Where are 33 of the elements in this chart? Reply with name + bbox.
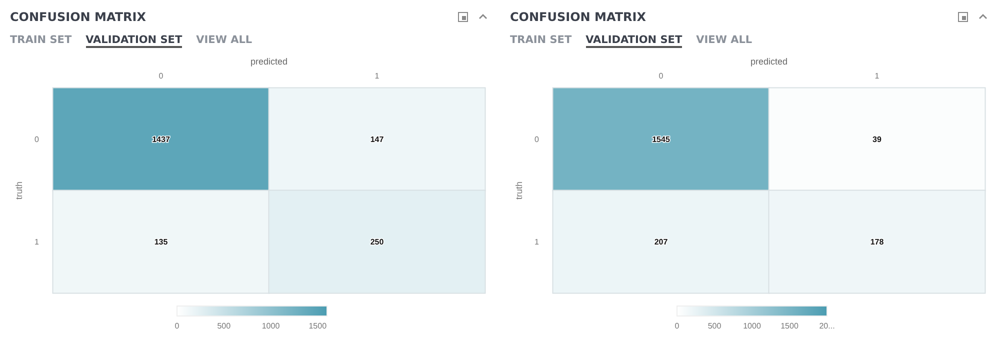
text: TRAIN SET bbox=[510, 34, 572, 46]
color-bar-label: 20... bbox=[819, 322, 835, 330]
color-bar-label: 500 bbox=[708, 322, 722, 330]
data-label: 250 bbox=[370, 237, 384, 246]
data-label: 135 bbox=[154, 237, 168, 246]
text: VIEW ALL bbox=[196, 34, 252, 46]
x-axis-title: predicted bbox=[750, 56, 788, 66]
text: VALIDATION SET bbox=[586, 34, 682, 48]
x-tick-label: 1 bbox=[874, 72, 880, 80]
x-tick-label: 0 bbox=[658, 72, 664, 80]
data-label: 39 bbox=[872, 134, 882, 144]
data-label: 207 bbox=[654, 237, 668, 246]
color-bar-label: 500 bbox=[217, 322, 232, 330]
y-axis-title: truth bbox=[14, 181, 24, 200]
chart-title: CONFUSION MATRIX bbox=[10, 10, 146, 24]
color-bar-label: 0 bbox=[674, 322, 680, 330]
text: TRAIN SET bbox=[10, 34, 72, 46]
color-bar-label: 0 bbox=[174, 322, 180, 330]
x-tick-label: 1 bbox=[374, 72, 380, 80]
color-bar-label: 1000 bbox=[262, 322, 280, 330]
data-label: 1545 bbox=[652, 134, 670, 144]
data-label: 147 bbox=[370, 134, 384, 144]
y-axis-title: truth bbox=[514, 181, 524, 200]
x-axis-title: predicted bbox=[250, 56, 288, 66]
color-bar-label: 1500 bbox=[308, 322, 328, 330]
chart-title: CONFUSION MATRIX bbox=[510, 10, 646, 24]
color-bar-label: 1500 bbox=[780, 322, 799, 330]
text: VALIDATION SET bbox=[86, 34, 182, 48]
data-label: 178 bbox=[870, 237, 884, 246]
color-bar-label: 1000 bbox=[743, 322, 762, 330]
x-tick-label: 0 bbox=[158, 72, 164, 80]
data-label: 1437 bbox=[152, 134, 170, 144]
text: VIEW ALL bbox=[696, 34, 752, 46]
